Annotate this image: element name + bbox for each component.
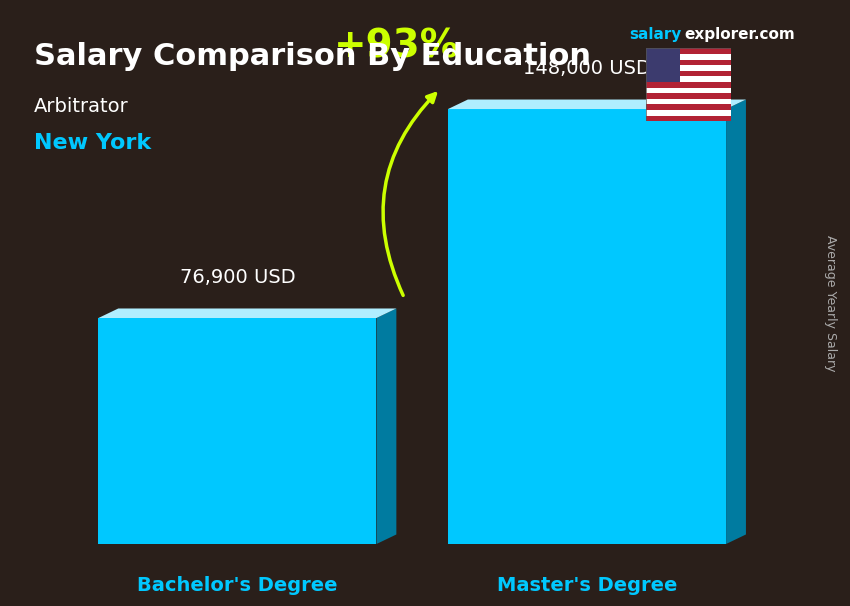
Text: Salary Comparison By Education: Salary Comparison By Education <box>34 42 591 72</box>
Text: salary: salary <box>629 27 682 42</box>
Bar <box>646 116 731 121</box>
Bar <box>646 76 731 82</box>
Bar <box>646 48 731 54</box>
Bar <box>646 54 731 59</box>
Text: Master's Degree: Master's Degree <box>497 576 677 594</box>
Bar <box>646 59 731 65</box>
Text: Bachelor's Degree: Bachelor's Degree <box>137 576 337 594</box>
Text: Arbitrator: Arbitrator <box>34 97 128 116</box>
Polygon shape <box>448 99 746 109</box>
Polygon shape <box>377 308 396 544</box>
Bar <box>646 93 731 99</box>
Bar <box>646 99 731 104</box>
Text: 76,900 USD: 76,900 USD <box>179 268 295 287</box>
Polygon shape <box>99 308 396 318</box>
Bar <box>646 88 731 93</box>
Text: +93%: +93% <box>333 28 459 65</box>
Bar <box>646 48 680 82</box>
Bar <box>646 82 731 88</box>
Bar <box>646 104 731 110</box>
Bar <box>646 71 731 76</box>
Text: New York: New York <box>34 133 151 153</box>
FancyArrowPatch shape <box>383 94 435 295</box>
Text: Average Yearly Salary: Average Yearly Salary <box>824 235 837 371</box>
Polygon shape <box>448 109 726 544</box>
Polygon shape <box>99 318 377 544</box>
Bar <box>646 110 731 116</box>
Text: explorer.com: explorer.com <box>684 27 795 42</box>
Polygon shape <box>726 99 746 544</box>
Text: 148,000 USD: 148,000 USD <box>523 59 651 78</box>
Bar <box>646 65 731 71</box>
